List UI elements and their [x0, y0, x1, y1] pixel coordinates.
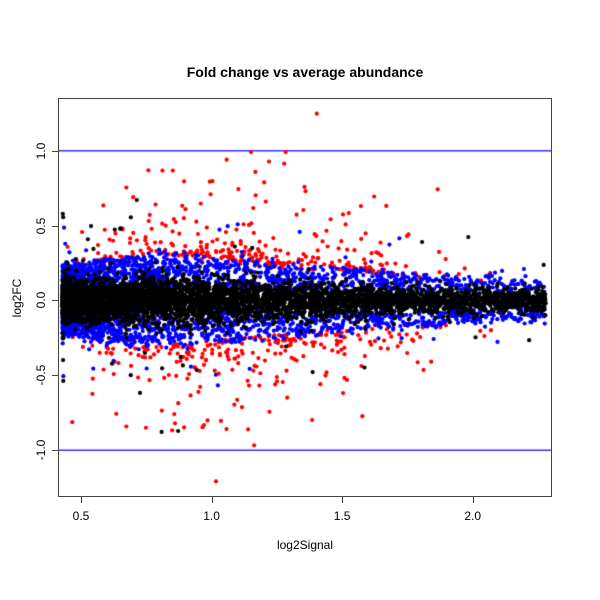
y-tick-label: 1.0	[34, 142, 48, 160]
x-tick-label: 0.5	[72, 509, 90, 523]
y-axis-tick	[52, 150, 58, 152]
y-axis-tick	[52, 375, 58, 377]
x-axis-tick	[81, 497, 82, 503]
y-tick-label: -0.5	[34, 365, 48, 386]
y-tick-label: -1.0	[34, 439, 48, 461]
y-tick-label: 0.5	[34, 217, 48, 234]
x-axis-tick	[472, 497, 474, 503]
x-axis-tick	[342, 497, 344, 503]
y-axis-tick	[52, 450, 58, 452]
x-tick-label: 1.0	[203, 509, 220, 523]
chart-title: Fold change vs average abundance	[186, 64, 424, 80]
y-axis-tick	[52, 225, 58, 227]
scatter-canvas	[59, 99, 551, 496]
x-tick-label: 2.0	[464, 509, 481, 523]
x-axis-tick	[211, 497, 213, 503]
x-axis-label: log2Signal	[276, 538, 334, 552]
y-axis-tick	[52, 300, 58, 302]
plot-area	[58, 98, 552, 497]
y-axis-label: log2FC	[10, 278, 24, 318]
x-tick-label: 1.5	[333, 509, 351, 523]
y-tick-label: 0.0	[34, 292, 48, 309]
